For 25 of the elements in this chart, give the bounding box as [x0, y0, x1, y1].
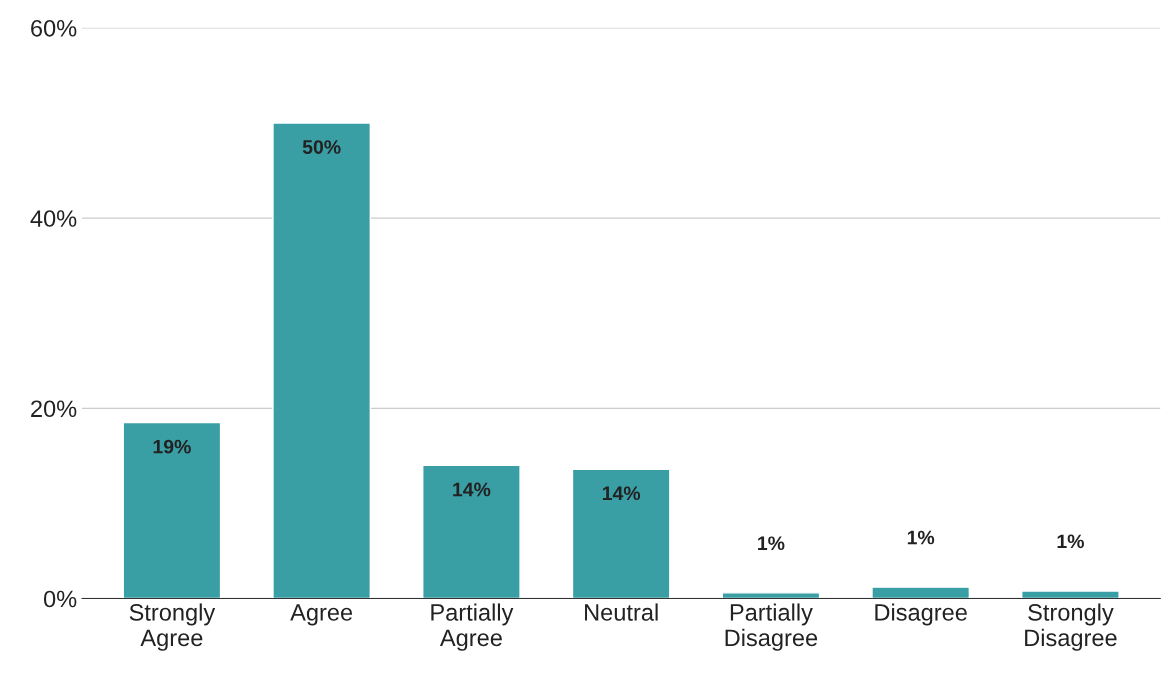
y-tick-label: 0%: [43, 590, 77, 608]
y-tick-label: 20%: [31, 400, 77, 418]
y-tick-label: 40%: [30, 210, 77, 227]
x-tick-label: Agree: [290, 604, 353, 626]
data-label: 1%: [758, 536, 785, 551]
bar: [1021, 590, 1120, 599]
x-tick-label: Partially Agree: [431, 603, 514, 651]
bar: [122, 421, 222, 599]
data-label: 1%: [1057, 534, 1084, 549]
data-label: 50%: [302, 140, 341, 154]
x-tick-label: Neutral: [585, 603, 658, 621]
bar: [871, 586, 971, 599]
data-label: 1%: [907, 530, 935, 545]
data-label: 14%: [602, 486, 641, 501]
bar: [422, 464, 521, 599]
x-tick-label: Strongly Agree: [129, 603, 216, 651]
bar: [571, 468, 671, 599]
bar: [721, 592, 821, 599]
x-tick-label: Strongly Disagree: [1025, 603, 1117, 651]
y-tick-label: 60%: [31, 19, 77, 37]
x-tick-label: Partially Disagree: [725, 603, 818, 651]
bar: [272, 122, 372, 599]
data-label: 14%: [453, 482, 491, 497]
x-tick-label: Disagree: [875, 603, 967, 626]
data-label: 19%: [153, 439, 191, 454]
